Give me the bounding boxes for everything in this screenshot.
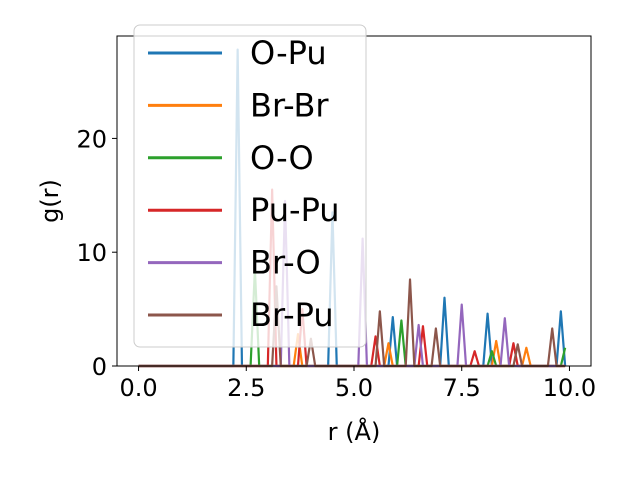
legend-label: Br-Pu: [250, 296, 334, 334]
legend-label: Br-Br: [250, 86, 329, 124]
axis-ticks: 0.0 2.5 5.0 7.5 10.0 0 10 20: [76, 125, 596, 402]
x-tick-label: 0.0: [119, 374, 157, 402]
legend-label: Br-O: [250, 244, 321, 282]
legend-label: O-O: [250, 139, 314, 177]
x-tick-label: 10.0: [543, 374, 596, 402]
y-tick-label: 10: [76, 239, 107, 267]
x-tick-label: 7.5: [443, 374, 481, 402]
legend: O-Pu Br-Br O-O Pu-Pu Br-O Br-Pu: [133, 24, 367, 348]
x-axis-label: r (Å): [328, 417, 381, 446]
legend-label: Pu-Pu: [250, 191, 340, 229]
y-axis-label: g(r): [36, 179, 64, 223]
y-tick-label: 0: [92, 353, 107, 381]
x-tick-label: 5.0: [335, 374, 373, 402]
y-tick-label: 20: [76, 125, 107, 153]
legend-label: O-Pu: [250, 34, 327, 72]
x-tick-label: 2.5: [227, 374, 265, 402]
